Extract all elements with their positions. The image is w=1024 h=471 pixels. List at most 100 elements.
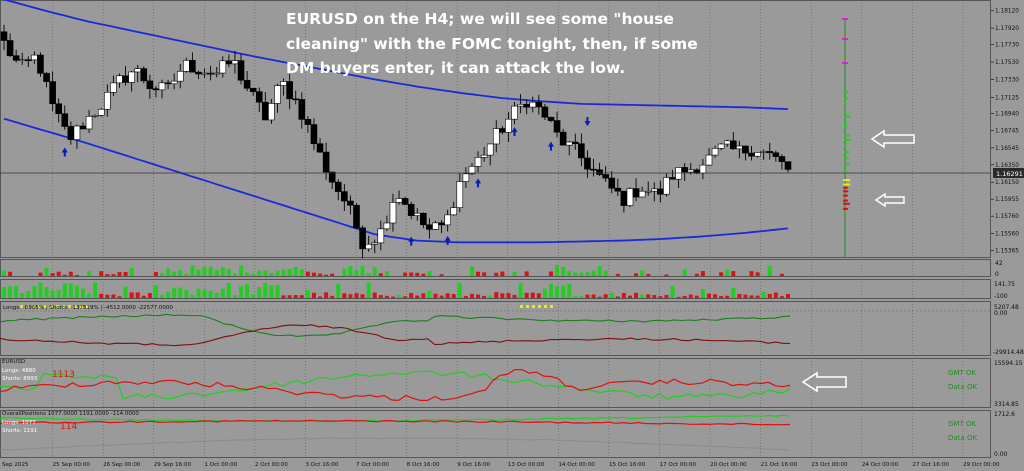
candle — [347, 195, 354, 215]
histogram-bar — [749, 295, 754, 298]
histogram-bar — [232, 273, 237, 276]
histogram-bar — [56, 290, 61, 298]
histogram-bar — [786, 294, 790, 298]
depth-bid-bar — [844, 144, 847, 147]
candle-body — [201, 72, 208, 75]
histogram-bar — [725, 269, 730, 276]
histogram-bar — [281, 295, 286, 298]
depth-ask-bar — [843, 190, 849, 193]
histogram-bar — [196, 288, 201, 298]
candle-body — [730, 140, 737, 150]
candle-body — [164, 82, 172, 85]
histogram-bar — [761, 291, 766, 298]
histogram-bar — [275, 270, 280, 276]
histogram-bar — [603, 270, 608, 276]
histogram-bar — [214, 293, 219, 298]
histogram-bar — [706, 293, 711, 298]
candle-body — [541, 106, 549, 118]
candlestick-series[interactable] — [0, 24, 792, 259]
candle-body — [213, 72, 221, 75]
candle-body — [596, 169, 603, 175]
hollow-arrow-indicator — [801, 371, 847, 393]
candle-body — [12, 55, 20, 61]
candle — [711, 145, 719, 158]
histogram-bar — [682, 295, 687, 298]
candle — [444, 209, 451, 232]
candle-body — [772, 152, 780, 157]
candle-body — [620, 190, 628, 206]
candle-body — [717, 143, 725, 149]
histogram-bar — [555, 265, 560, 276]
histogram-bar — [196, 269, 201, 276]
histogram-bar — [354, 270, 359, 276]
candle — [286, 74, 293, 110]
histogram-bar — [172, 287, 177, 298]
candle-body — [298, 99, 306, 120]
candle-body — [432, 222, 439, 230]
candle-body — [705, 154, 713, 166]
histogram-bar — [469, 293, 474, 298]
candle-body — [553, 120, 561, 133]
histogram-bar — [597, 265, 602, 276]
volume-histogram-1 — [2, 265, 784, 276]
histogram-bar — [646, 273, 651, 276]
candle — [353, 203, 360, 230]
histogram-bar — [561, 267, 566, 276]
histogram-bar — [403, 296, 408, 298]
histogram-bar — [105, 294, 110, 298]
candle — [559, 128, 567, 146]
histogram-bar — [573, 272, 578, 276]
histogram-bar — [257, 287, 262, 298]
histogram-bar — [226, 268, 231, 276]
signal-arrows — [61, 117, 591, 246]
candle — [377, 220, 385, 251]
candle-body — [608, 177, 616, 189]
candle-body — [505, 118, 512, 133]
histogram-bar — [50, 290, 55, 298]
candle — [663, 173, 670, 197]
sentiment-dot — [44, 305, 47, 308]
shorts-line — [0, 324, 791, 347]
candle-body — [91, 115, 99, 117]
candle-body — [468, 166, 476, 175]
candle-body — [359, 227, 366, 250]
candle-body — [578, 143, 585, 159]
sentiment-dot — [62, 305, 65, 308]
histogram-bar — [32, 286, 37, 298]
depth-bid-bar — [844, 126, 848, 129]
histogram-bar — [518, 283, 523, 298]
histogram-bar — [14, 285, 19, 298]
overall-longs: Longs: 1077 — [2, 420, 36, 426]
candle-body — [371, 242, 379, 245]
histogram-bar — [676, 296, 681, 298]
depth-ask-bar — [843, 207, 848, 210]
time-tick-label: 2 Oct 00:00 — [255, 462, 288, 467]
candle-body — [0, 31, 8, 41]
histogram-bar — [275, 285, 280, 298]
candle-body — [79, 125, 87, 130]
histogram-bar — [555, 286, 560, 298]
histogram-bar — [664, 274, 669, 276]
candle-body — [316, 143, 324, 153]
histogram-bar — [166, 268, 171, 276]
candle — [717, 143, 725, 151]
depth-bid-bar — [844, 151, 850, 154]
time-tick-label: 29 Sep 16:00 — [154, 462, 192, 467]
candle-body — [237, 60, 245, 81]
candle — [334, 179, 342, 201]
overall-shorts: Shorts: 1191 — [2, 428, 37, 434]
candle — [596, 162, 603, 176]
hist1-top-tick: 42 — [995, 260, 1003, 267]
overall-top-tick: 1712.6 — [994, 411, 1015, 418]
candle-body — [189, 60, 196, 73]
histogram-bar — [56, 271, 61, 276]
candle — [608, 171, 616, 194]
sentiment-dot — [50, 305, 53, 308]
candle-body — [413, 212, 421, 216]
buy-signal-arrow — [61, 147, 68, 157]
price-tick-label: 1.16350 — [995, 163, 1019, 169]
candle-body — [6, 40, 14, 57]
depth-bid-bar — [844, 134, 850, 137]
candle-body — [687, 169, 695, 173]
positions-longs: Longs: 4880 — [2, 368, 36, 374]
